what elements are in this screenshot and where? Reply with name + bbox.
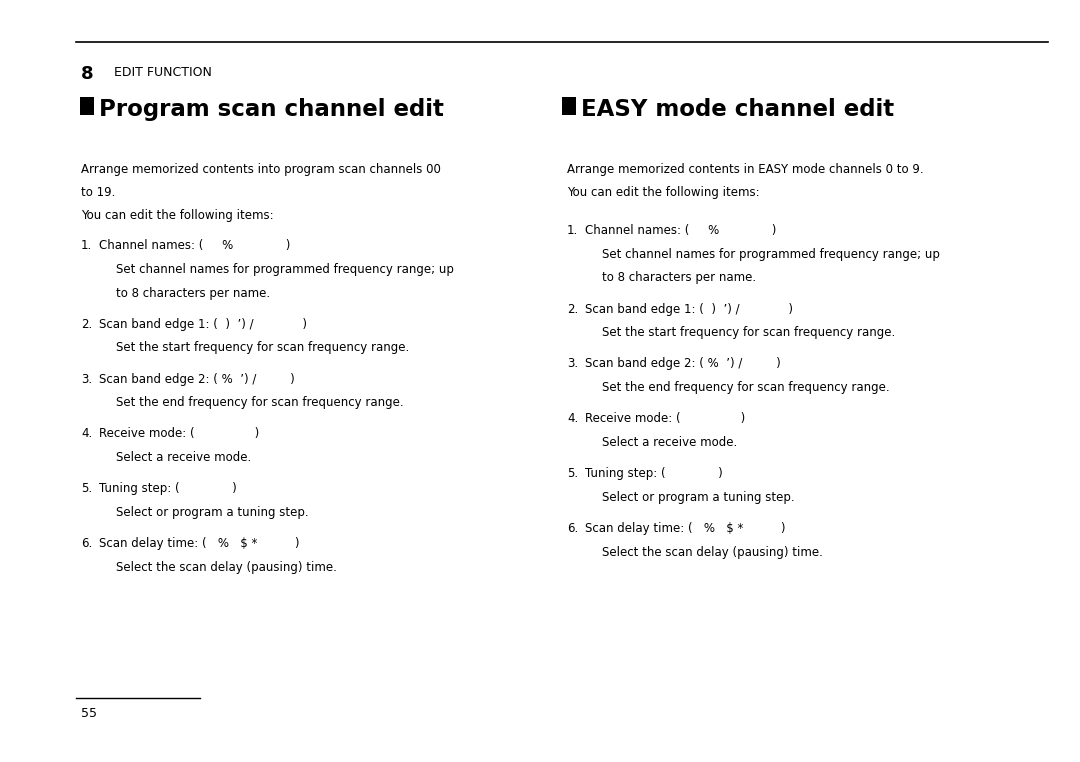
Text: to 8 characters per name.: to 8 characters per name. bbox=[602, 271, 756, 284]
Text: to 8 characters per name.: to 8 characters per name. bbox=[116, 287, 270, 299]
Text: 55: 55 bbox=[81, 707, 97, 720]
Text: Select a receive mode.: Select a receive mode. bbox=[602, 436, 737, 449]
Text: Arrange memorized contents into program scan channels 00: Arrange memorized contents into program … bbox=[81, 163, 441, 176]
Text: 5.: 5. bbox=[567, 467, 578, 480]
Text: Scan delay time: (   %   $ *          ): Scan delay time: ( % $ * ) bbox=[585, 522, 786, 535]
Text: 2.: 2. bbox=[81, 318, 92, 331]
Text: Select or program a tuning step.: Select or program a tuning step. bbox=[116, 506, 308, 519]
Text: to 19.: to 19. bbox=[81, 186, 116, 199]
Text: Receive mode: (                ): Receive mode: ( ) bbox=[99, 427, 259, 440]
Text: Scan delay time: (   %   $ *          ): Scan delay time: ( % $ * ) bbox=[99, 537, 300, 550]
Text: EDIT FUNCTION: EDIT FUNCTION bbox=[114, 66, 213, 79]
Text: Channel names: (     %              ): Channel names: ( % ) bbox=[99, 239, 291, 252]
Text: Receive mode: (                ): Receive mode: ( ) bbox=[585, 412, 745, 425]
Text: Set channel names for programmed frequency range; up: Set channel names for programmed frequen… bbox=[116, 263, 454, 276]
Text: Scan band edge 2: ( %  ’) /         ): Scan band edge 2: ( % ’) / ) bbox=[99, 373, 295, 386]
Text: 3.: 3. bbox=[81, 373, 92, 386]
Text: Tuning step: (              ): Tuning step: ( ) bbox=[585, 467, 724, 480]
Text: 1.: 1. bbox=[567, 224, 578, 237]
Text: Select the scan delay (pausing) time.: Select the scan delay (pausing) time. bbox=[602, 546, 823, 559]
Text: Tuning step: (              ): Tuning step: ( ) bbox=[99, 482, 238, 495]
Text: Set channel names for programmed frequency range; up: Set channel names for programmed frequen… bbox=[602, 248, 940, 261]
Text: Scan band edge 1: (  )  ’) /             ): Scan band edge 1: ( ) ’) / ) bbox=[99, 318, 308, 331]
Text: 1.: 1. bbox=[81, 239, 92, 252]
Text: Arrange memorized contents in EASY mode channels 0 to 9.: Arrange memorized contents in EASY mode … bbox=[567, 163, 923, 176]
Text: Set the end frequency for scan frequency range.: Set the end frequency for scan frequency… bbox=[116, 396, 403, 409]
Text: 2.: 2. bbox=[567, 303, 578, 315]
Text: Scan band edge 2: ( %  ’) /         ): Scan band edge 2: ( % ’) / ) bbox=[585, 357, 781, 370]
Text: Select a receive mode.: Select a receive mode. bbox=[116, 451, 251, 464]
Text: EASY mode channel edit: EASY mode channel edit bbox=[581, 98, 894, 121]
Text: 8: 8 bbox=[81, 65, 94, 83]
Text: Set the start frequency for scan frequency range.: Set the start frequency for scan frequen… bbox=[602, 326, 895, 339]
Text: Channel names: (     %              ): Channel names: ( % ) bbox=[585, 224, 777, 237]
Text: You can edit the following items:: You can edit the following items: bbox=[567, 186, 759, 199]
Text: 6.: 6. bbox=[567, 522, 578, 535]
Text: Select or program a tuning step.: Select or program a tuning step. bbox=[602, 491, 794, 504]
Text: Scan band edge 1: (  )  ’) /             ): Scan band edge 1: ( ) ’) / ) bbox=[585, 303, 794, 315]
Text: You can edit the following items:: You can edit the following items: bbox=[81, 209, 273, 222]
Text: 6.: 6. bbox=[81, 537, 92, 550]
Text: 5.: 5. bbox=[81, 482, 92, 495]
Text: 4.: 4. bbox=[567, 412, 578, 425]
Text: 3.: 3. bbox=[567, 357, 578, 370]
Bar bbox=[562, 97, 576, 115]
Bar bbox=[80, 97, 94, 115]
Text: Program scan channel edit: Program scan channel edit bbox=[99, 98, 444, 121]
Text: 4.: 4. bbox=[81, 427, 92, 440]
Text: Set the end frequency for scan frequency range.: Set the end frequency for scan frequency… bbox=[602, 381, 889, 394]
Text: Set the start frequency for scan frequency range.: Set the start frequency for scan frequen… bbox=[116, 341, 409, 354]
Text: Select the scan delay (pausing) time.: Select the scan delay (pausing) time. bbox=[116, 561, 337, 574]
